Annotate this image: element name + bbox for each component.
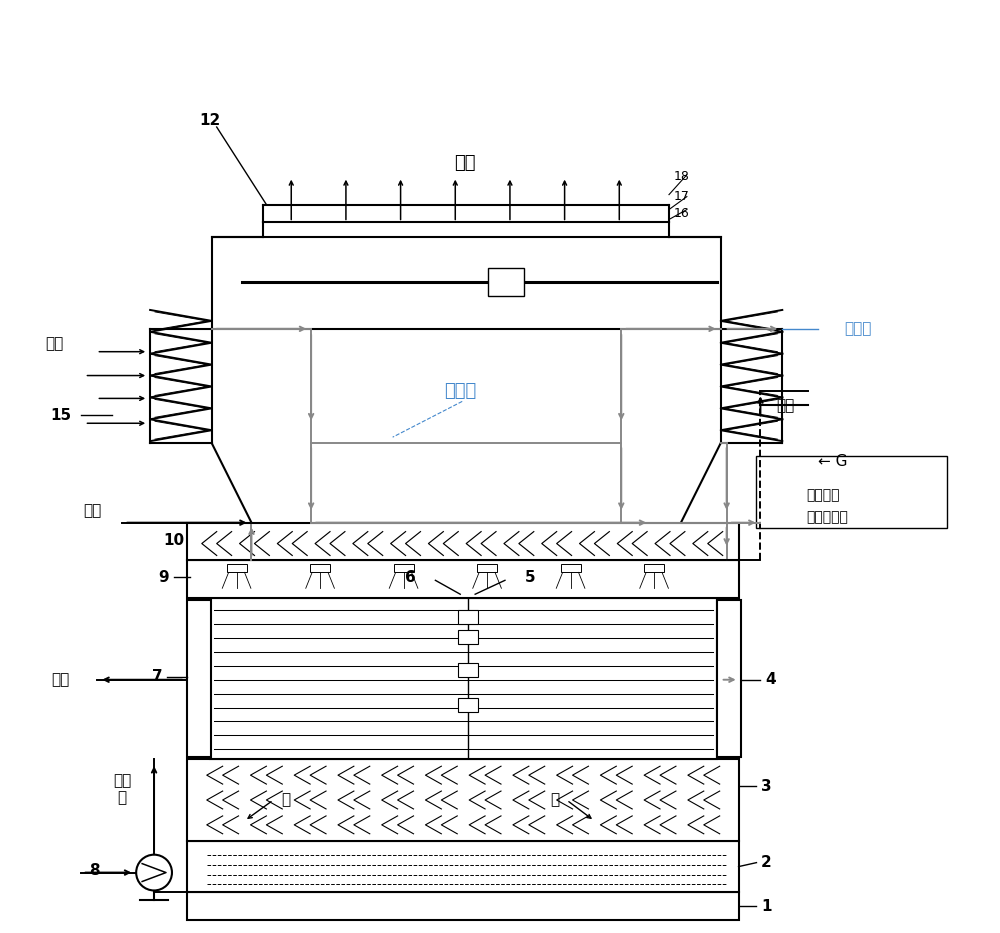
Text: 15: 15 [50,408,71,423]
Text: 1: 1 [761,898,772,913]
Text: 热水: 热水 [83,503,102,518]
Text: 次热水: 次热水 [844,321,872,336]
Bar [717,600,741,758]
Bar [458,630,478,644]
Text: 季节切换点: 季节切换点 [806,510,848,524]
Bar [458,610,478,624]
Bar [561,564,581,572]
Circle shape [136,855,172,890]
Text: 12: 12 [199,113,220,128]
Text: 8: 8 [89,863,100,878]
Text: ← G: ← G [818,453,848,468]
Text: 风: 风 [550,792,559,807]
Bar [210,598,717,759]
Bar [477,564,497,572]
Text: 热风: 热风 [454,154,476,172]
Text: 16: 16 [674,207,690,220]
Text: 热水流程: 热水流程 [806,488,840,502]
Bar [756,456,947,528]
Text: 6: 6 [405,570,416,585]
Bar [187,759,739,841]
Text: 10: 10 [163,533,185,548]
Text: 18: 18 [674,170,690,183]
Text: 风: 风 [282,792,291,807]
Bar [187,841,739,893]
Text: 9: 9 [159,570,169,585]
Text: 5: 5 [525,570,535,585]
Text: 冷水: 冷水 [52,672,70,688]
Text: 次热水: 次热水 [444,383,476,400]
Text: 4: 4 [765,672,776,688]
Text: 热水: 热水 [776,397,795,413]
Bar [212,237,721,328]
Bar [488,268,524,296]
Text: 17: 17 [674,190,690,203]
Text: 7: 7 [152,669,162,684]
Bar [310,564,330,572]
Bar [187,561,739,598]
Bar [644,564,664,572]
Bar [187,893,739,920]
Bar [458,698,478,712]
Bar [394,564,414,572]
Text: 喷淋
水: 喷淋 水 [113,773,131,805]
Bar [187,522,739,561]
Bar [458,662,478,676]
Text: 冷风: 冷风 [46,336,64,351]
Text: 2: 2 [761,856,772,870]
Bar [187,600,211,758]
Bar [227,564,247,572]
Text: 3: 3 [761,778,772,794]
